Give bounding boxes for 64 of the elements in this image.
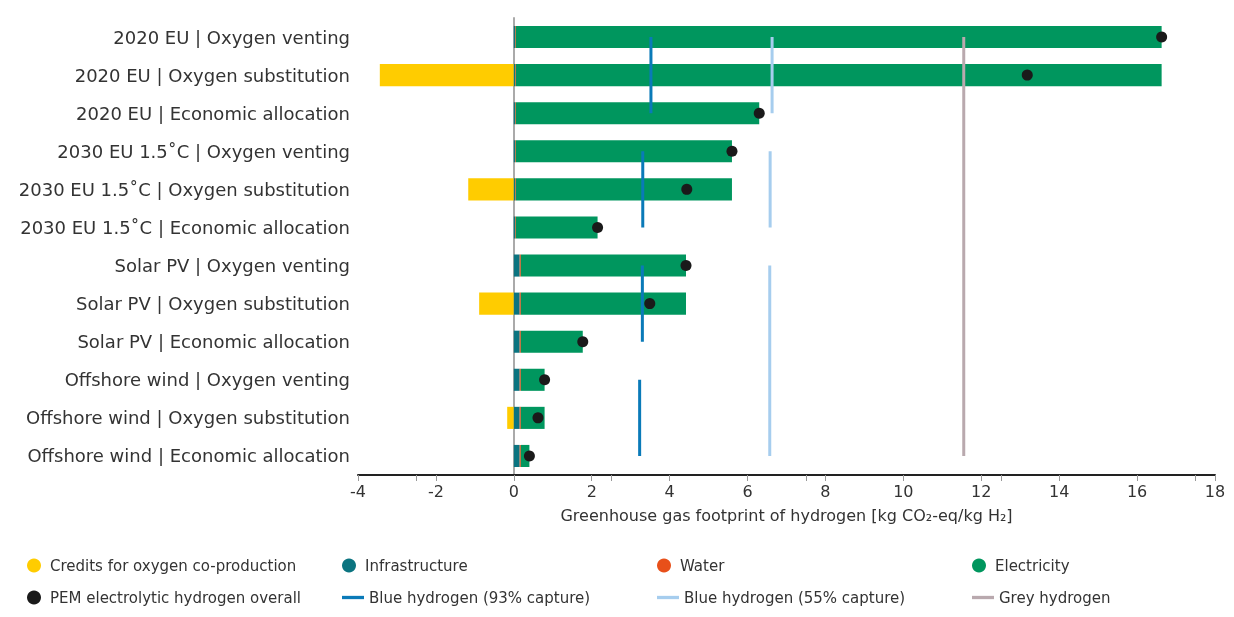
x-tick-label: 14 bbox=[1049, 481, 1070, 501]
point bbox=[577, 336, 589, 348]
legend-label: PEM electrolytic hydrogen overall bbox=[50, 588, 302, 607]
x-tick-label: -4 bbox=[350, 481, 366, 501]
bar bbox=[513, 444, 520, 467]
y-tick-label: 2020 EU | Economic allocation bbox=[76, 102, 350, 124]
x-tick-label: 18 bbox=[1204, 481, 1226, 501]
x-tick-label: 8 bbox=[820, 481, 831, 501]
y-tick-label: Solar PV | Oxygen substitution bbox=[76, 293, 350, 315]
bar bbox=[520, 292, 686, 315]
point bbox=[1021, 69, 1033, 81]
legend-label: Blue hydrogen (55% capture) bbox=[684, 588, 906, 607]
bar bbox=[515, 216, 598, 239]
bar bbox=[513, 368, 520, 391]
x-tick-label: 0 bbox=[508, 481, 519, 501]
point bbox=[726, 145, 738, 157]
point bbox=[1156, 31, 1168, 43]
bar bbox=[513, 330, 520, 353]
x-tick-label: 2 bbox=[586, 481, 597, 501]
bar bbox=[515, 140, 732, 163]
y-tick-label: 2030 EU 1.5˚C | Economic allocation bbox=[20, 216, 350, 238]
point bbox=[592, 221, 604, 233]
y-tick-label: Solar PV | Oxygen venting bbox=[114, 255, 350, 277]
y-tick-label: 2020 EU | Oxygen venting bbox=[113, 26, 350, 48]
y-tick-label: 2030 EU 1.5˚C | Oxygen venting bbox=[57, 140, 350, 162]
bar bbox=[507, 406, 514, 429]
bar bbox=[515, 26, 1162, 49]
x-tick-label: 4 bbox=[664, 481, 675, 501]
y-tick-label: Solar PV | Economic allocation bbox=[77, 331, 350, 353]
y-tick-label: 2030 EU 1.5˚C | Oxygen substitution bbox=[18, 178, 350, 200]
bar bbox=[379, 64, 514, 87]
point bbox=[753, 107, 765, 119]
bar bbox=[520, 368, 545, 391]
x-tick-label: 12 bbox=[971, 481, 992, 501]
bar bbox=[515, 178, 732, 201]
x-tick-label: 16 bbox=[1126, 481, 1148, 501]
bar bbox=[513, 254, 520, 277]
bar bbox=[479, 292, 514, 315]
bar bbox=[515, 64, 1162, 87]
legend-label: Credits for oxygen co-production bbox=[50, 556, 297, 575]
y-tick-label: Offshore wind | Economic allocation bbox=[27, 445, 350, 467]
bar bbox=[520, 330, 583, 353]
legend-label: Water bbox=[680, 556, 726, 575]
x-tick-label: 10 bbox=[893, 481, 914, 501]
bar bbox=[468, 178, 514, 201]
legend-label: Electricity bbox=[995, 556, 1070, 575]
point bbox=[680, 260, 692, 272]
legend-label: Grey hydrogen bbox=[999, 588, 1111, 607]
bar bbox=[513, 292, 520, 315]
x-tick-label: 6 bbox=[742, 481, 753, 501]
point bbox=[539, 374, 551, 386]
x-tick-label: -2 bbox=[427, 481, 444, 501]
bar bbox=[515, 102, 760, 125]
y-tick-label: Offshore wind | Oxygen venting bbox=[64, 369, 350, 391]
point bbox=[523, 450, 535, 462]
point bbox=[681, 183, 693, 195]
bar bbox=[513, 406, 520, 429]
x-axis-title: Greenhouse gas footprint of hydrogen [kg CO₂-eq/kg H₂] bbox=[560, 505, 1013, 525]
y-tick-label: 2020 EU | Oxygen substitution bbox=[74, 64, 350, 86]
bar bbox=[520, 254, 686, 277]
y-tick-label: Offshore wind | Oxygen substitution bbox=[26, 407, 350, 429]
legend-label: Infrastructure bbox=[365, 556, 468, 575]
legend-label: Blue hydrogen (93% capture) bbox=[369, 588, 591, 607]
point bbox=[644, 298, 656, 310]
